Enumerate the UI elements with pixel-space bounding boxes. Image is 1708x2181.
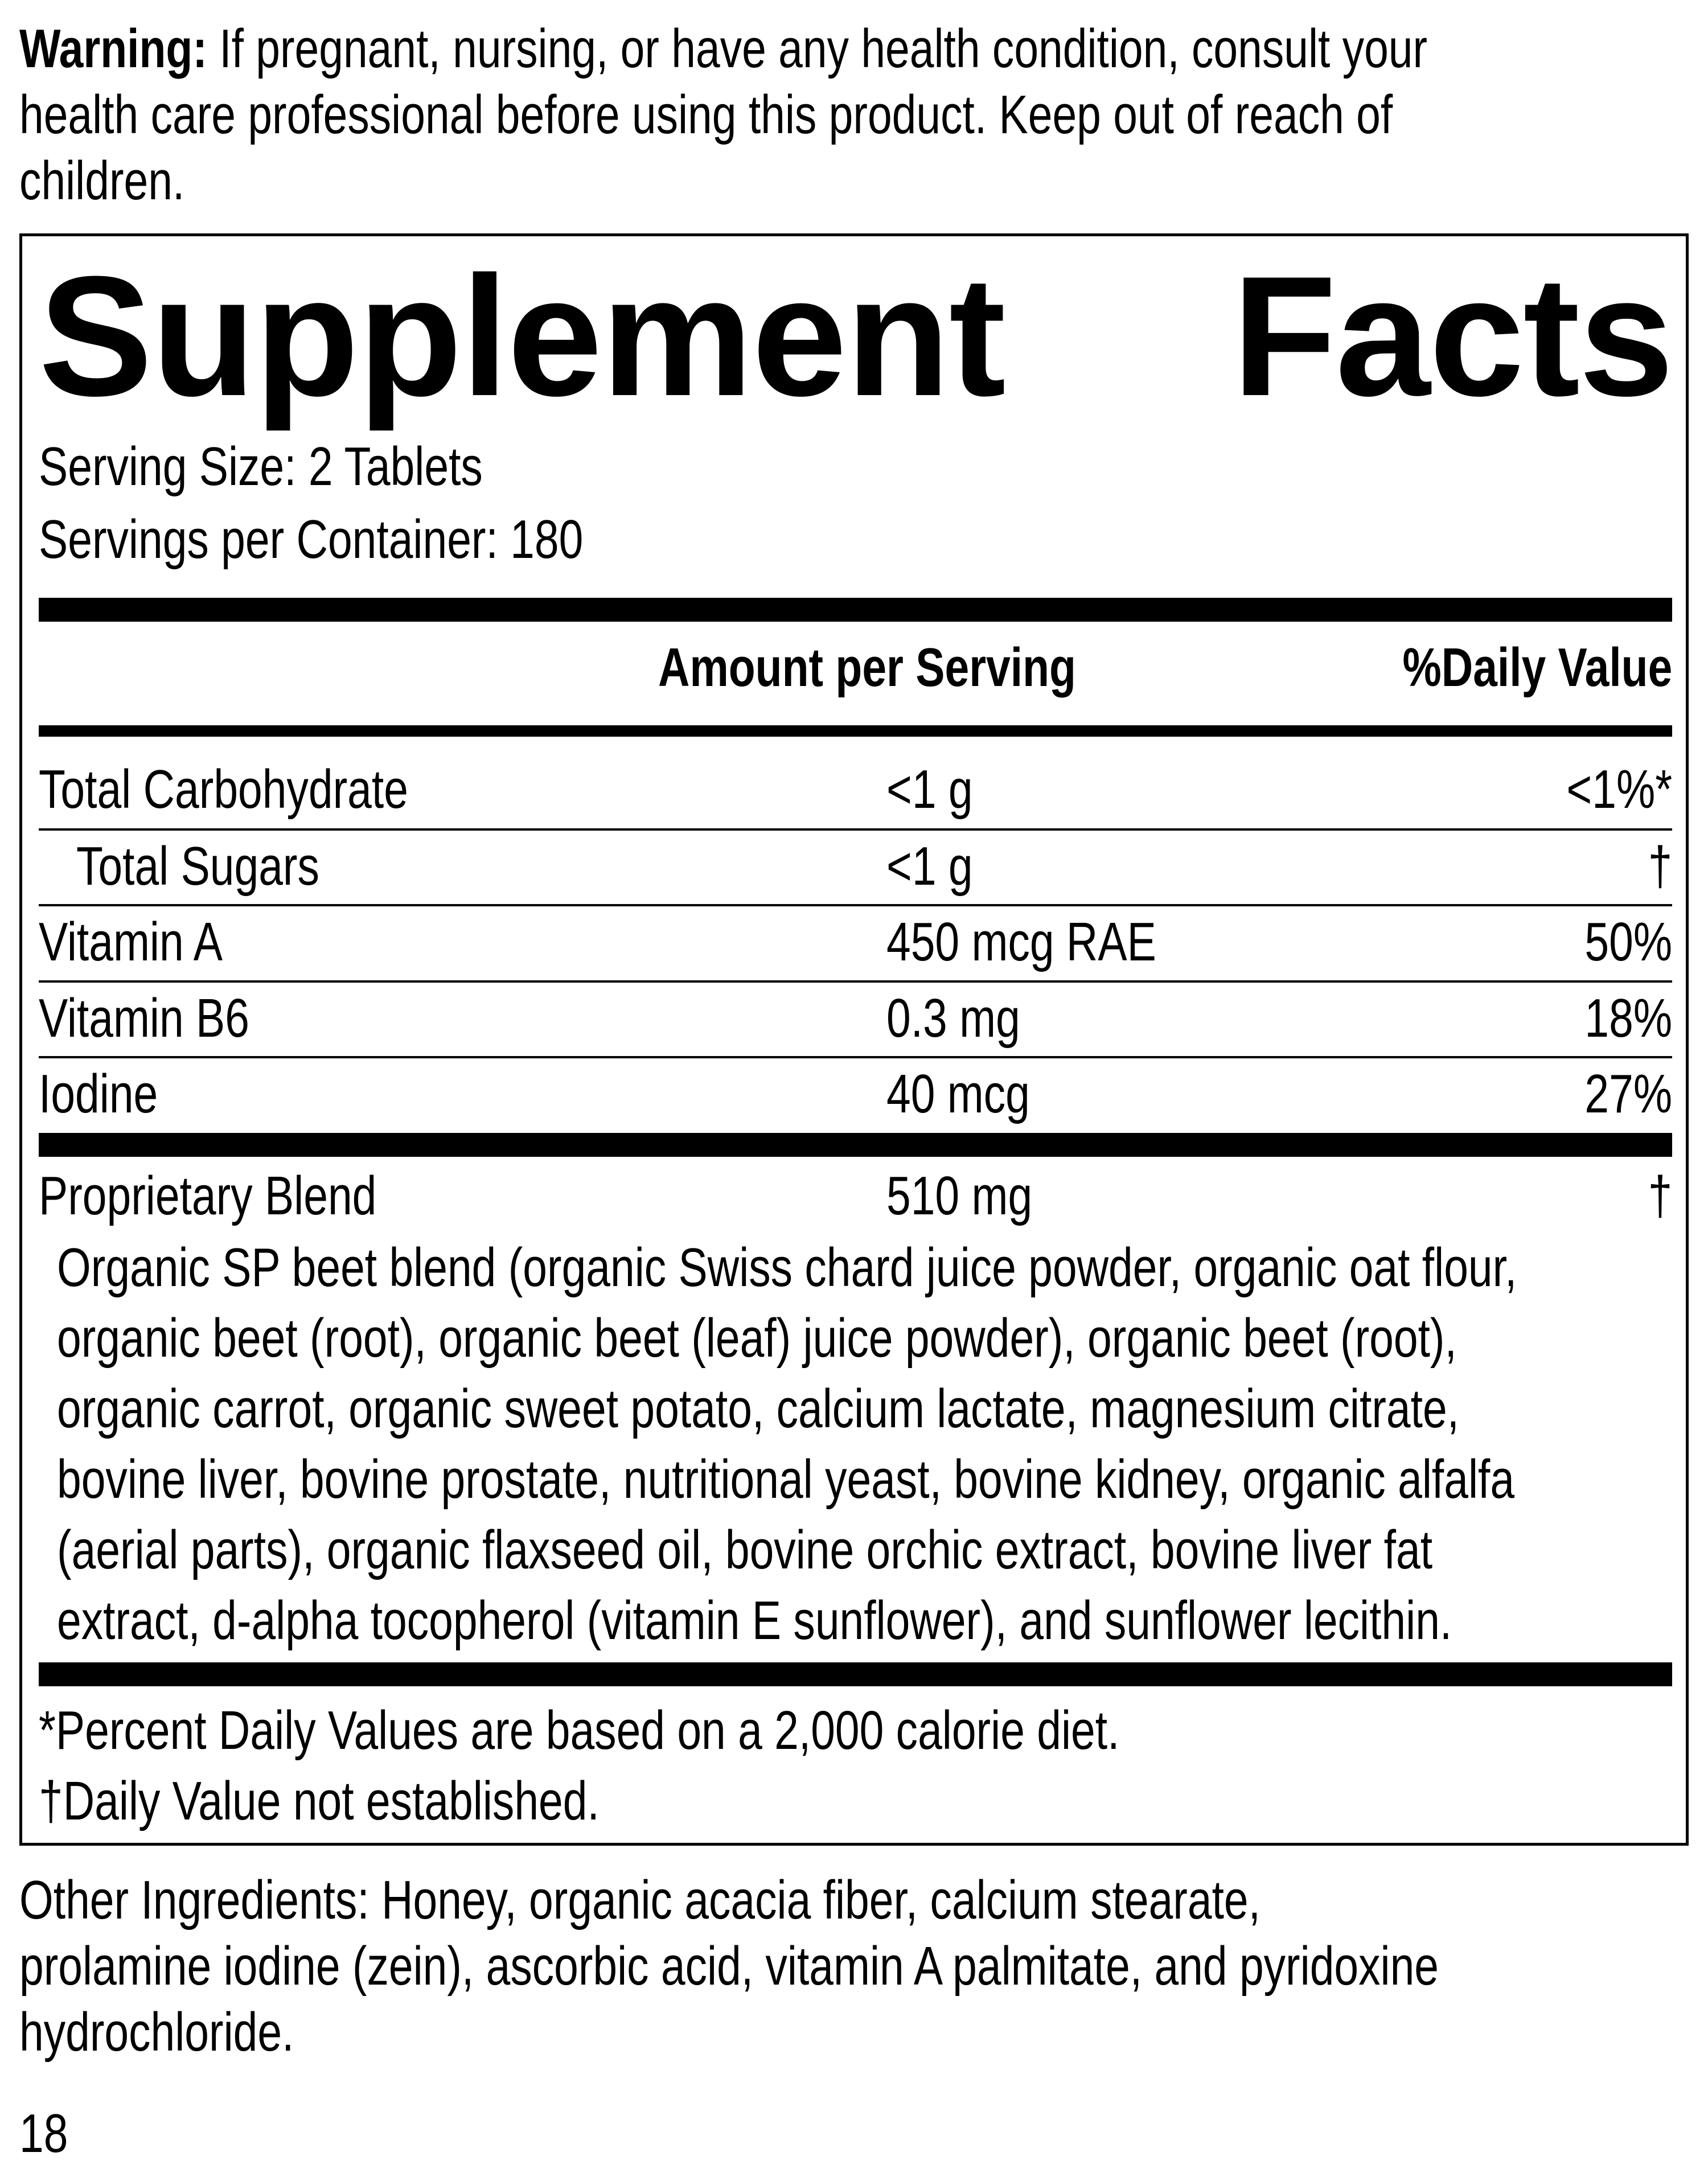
amount-header: Amount per Serving: [658, 637, 1076, 698]
text: †: [1648, 836, 1672, 897]
text: extract, d-alpha tocopherol (vitamin E s…: [57, 1586, 1708, 1656]
footnote: *Percent Daily Values are based on a 2,0…: [39, 1700, 1120, 1761]
text: organic carrot, organic sweet potato, ca…: [57, 1374, 1708, 1444]
text: <1 g: [886, 836, 973, 897]
text: Warning: If pregnant, nursing, or have a…: [19, 16, 1427, 82]
text: <1%*: [1540, 751, 1672, 827]
text: 0.3 mg: [886, 980, 1053, 1056]
panel-title: Supplement Facts: [39, 239, 1674, 433]
text: Iodine: [39, 1063, 158, 1124]
text: Vitamin B6: [39, 980, 302, 1056]
text: Total Sugars: [76, 836, 319, 897]
page-number: 18: [19, 2101, 80, 2167]
other-ingredients: Other Ingredients: Honey, organic acacia…: [19, 1867, 1708, 2065]
text: %Daily Value: [1335, 630, 1672, 705]
text: Warning: If pregnant, nursing, or have a…: [19, 16, 1708, 82]
text: 40 mcg: [886, 1056, 1066, 1132]
title-word: Supplement: [39, 240, 1006, 432]
supplement-facts-panel: [19, 233, 1689, 1846]
text: 40 mcg: [886, 1063, 1030, 1124]
text: †: [1642, 1158, 1672, 1234]
text: 18%: [1563, 980, 1672, 1056]
text: bovine liver, bovine prostate, nutrition…: [57, 1449, 1515, 1510]
text: 510 mg: [886, 1158, 1069, 1234]
text: hydrochloride.: [19, 2002, 294, 2063]
nutrient-row: Total Sugars <1 g †: [39, 828, 1672, 904]
divider-thick: [39, 1662, 1672, 1686]
warning-line: If pregnant, nursing, or have any health…: [219, 18, 1428, 79]
text: Organic SP beet blend (organic Swiss cha…: [57, 1233, 1708, 1303]
text: 18%: [1584, 988, 1672, 1049]
nutrient-row: Iodine 40 mcg 27%: [39, 1056, 1672, 1132]
text: 50%: [1584, 911, 1672, 972]
text: hydrochloride.: [19, 1999, 1708, 2065]
proprietary-blend-row: Proprietary Blend 510 mg †: [39, 1158, 1672, 1234]
divider-thick: [39, 1133, 1672, 1157]
servings-per-container: Servings per Container: 180: [39, 507, 719, 573]
text: 450 mcg RAE: [886, 911, 1156, 972]
text: *Percent Daily Values are based on a 2,0…: [39, 1695, 1390, 1766]
text: †: [1648, 1165, 1672, 1226]
text: Total Sugars: [76, 828, 380, 904]
text: (aerial parts), organic flaxseed oil, bo…: [57, 1519, 1433, 1580]
text: 18: [19, 2103, 68, 2164]
text: prolamine iodine (zein), ascorbic acid, …: [19, 1933, 1708, 1999]
text: Vitamin B6: [39, 988, 249, 1049]
nutrient-row: Vitamin B6 0.3 mg 18%: [39, 980, 1672, 1056]
nutrient-row: Vitamin A 450 mcg RAE 50%: [39, 904, 1672, 980]
text: children.: [19, 148, 1708, 214]
warning-line: health care professional before using th…: [19, 84, 1393, 145]
warning-text: Warning: If pregnant, nursing, or have a…: [19, 16, 1708, 214]
text: Total Carbohydrate: [39, 759, 408, 820]
text: 0.3 mg: [886, 988, 1020, 1049]
text: Vitamin A: [39, 911, 223, 972]
text: 27%: [1584, 1063, 1672, 1124]
divider-thin: [39, 904, 1672, 906]
text: Proprietary Blend: [39, 1165, 377, 1226]
divider-thin: [39, 828, 1672, 831]
text: 510 mg: [886, 1165, 1033, 1226]
text: Vitamin A: [39, 904, 269, 980]
text: Amount per Serving: [658, 630, 1180, 705]
warning-label: Warning:: [19, 18, 207, 79]
text: Proprietary Blend: [39, 1158, 461, 1234]
footnotes: *Percent Daily Values are based on a 2,0…: [39, 1695, 1390, 1837]
text: Other Ingredients: Honey, organic acacia…: [19, 1870, 1261, 1931]
text: Total Carbohydrate: [39, 751, 500, 827]
text: Iodine: [39, 1056, 188, 1132]
text: health care professional before using th…: [19, 82, 1708, 148]
column-header: Amount per Serving %Daily Value: [39, 630, 1672, 705]
text: †Daily Value not established.: [39, 1766, 1390, 1837]
text: 27%: [1563, 1056, 1672, 1132]
text: 50%: [1563, 904, 1672, 980]
text: extract, d-alpha tocopherol (vitamin E s…: [57, 1590, 1452, 1651]
text: <1 g: [886, 828, 995, 904]
warning-line: children.: [19, 150, 185, 211]
text: organic carrot, organic sweet potato, ca…: [57, 1378, 1459, 1439]
divider-medium: [39, 725, 1672, 737]
divider-thick: [39, 598, 1672, 622]
text: <1 g: [886, 759, 973, 820]
text: prolamine iodine (zein), ascorbic acid, …: [19, 1936, 1439, 1997]
text: Other Ingredients: Honey, organic acacia…: [19, 1867, 1708, 1933]
text: <1 g: [886, 751, 995, 827]
divider-thin: [39, 980, 1672, 983]
text: †: [1642, 828, 1672, 904]
text: bovine liver, bovine prostate, nutrition…: [57, 1444, 1708, 1515]
text: Serving Size: 2 Tablets: [39, 436, 483, 497]
nutrient-row: Total Carbohydrate <1 g <1%*: [39, 751, 1672, 827]
dv-header: %Daily Value: [1402, 637, 1672, 698]
serving-size: Serving Size: 2 Tablets: [39, 434, 594, 500]
text: organic beet (root), organic beet (leaf)…: [57, 1308, 1457, 1369]
footnote: †Daily Value not established.: [39, 1771, 600, 1831]
divider-thin: [39, 1056, 1672, 1058]
title-word: Facts: [1232, 240, 1674, 432]
text: <1%*: [1566, 759, 1672, 820]
blend-ingredients: Organic SP beet blend (organic Swiss cha…: [57, 1233, 1708, 1656]
text: Organic SP beet blend (organic Swiss cha…: [57, 1237, 1517, 1298]
text: Servings per Container: 180: [39, 509, 584, 570]
text: 450 mcg RAE: [886, 904, 1223, 980]
text: organic beet (root), organic beet (leaf)…: [57, 1303, 1708, 1374]
text: (aerial parts), organic flaxseed oil, bo…: [57, 1515, 1708, 1586]
